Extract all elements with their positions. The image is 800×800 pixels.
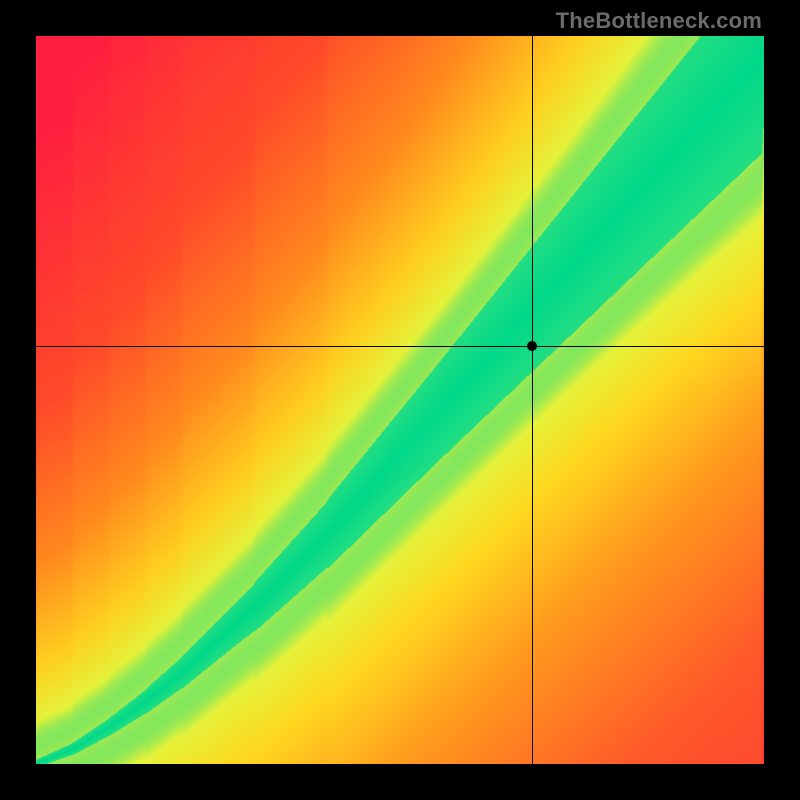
crosshair-horizontal (36, 346, 764, 347)
crosshair-dot (527, 341, 537, 351)
watermark-text: TheBottleneck.com (556, 8, 762, 34)
plot-frame (36, 36, 764, 764)
heatmap-canvas (36, 36, 764, 764)
crosshair-vertical (532, 36, 533, 764)
